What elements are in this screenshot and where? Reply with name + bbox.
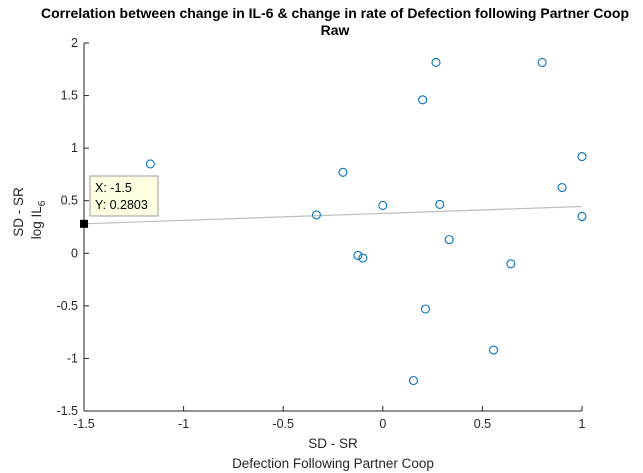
x-tick-label: -0.5 xyxy=(272,417,294,431)
y-tick-label: 0 xyxy=(71,246,78,260)
datatip-x-text: X: -1.5 xyxy=(95,181,132,195)
y-ticks: -1.5 -1 -0.5 0 0.5 1 1.5 2 xyxy=(56,36,89,418)
data-point xyxy=(489,345,499,355)
x-tick-label: 0.5 xyxy=(474,417,491,431)
x-tick-label: -1.5 xyxy=(73,417,95,431)
data-point xyxy=(358,253,368,263)
y-tick-label: 2 xyxy=(71,36,78,50)
data-point xyxy=(311,210,322,220)
datatip-marker[interactable] xyxy=(80,219,88,228)
data-point xyxy=(145,159,155,169)
y-tick-label: 1 xyxy=(71,141,78,155)
x-tick-label: -1 xyxy=(178,417,189,431)
datatip[interactable]: X: -1.5 Y: 0.2803 xyxy=(80,175,159,228)
data-point xyxy=(506,259,516,269)
y-axis-label: SD - SR xyxy=(11,187,26,237)
fit-line xyxy=(83,205,583,225)
y-axis-label-prefix: log IL xyxy=(29,206,44,240)
datatip-y-text: Y: 0.2803 xyxy=(95,198,148,212)
chart-title: Correlation between change in IL-6 & cha… xyxy=(41,5,629,21)
data-point xyxy=(577,211,587,222)
y-tick-label: -1.5 xyxy=(56,404,78,418)
y-tick-label: -0.5 xyxy=(56,299,78,313)
x-tick-label: 1 xyxy=(579,417,586,431)
chart-subtitle: Raw xyxy=(321,22,350,38)
data-point xyxy=(444,235,454,245)
data-point xyxy=(537,57,547,68)
y-axis-label-subscript: 6 xyxy=(37,200,48,206)
data-point xyxy=(431,57,441,68)
data-point xyxy=(338,167,348,177)
data-point xyxy=(418,95,428,105)
x-ticks: -1.5 -1 -0.5 0 0.5 1 xyxy=(73,406,586,431)
data-point xyxy=(353,250,363,260)
data-points xyxy=(145,57,587,386)
x-axis-label: SD - SR xyxy=(308,436,358,451)
data-point xyxy=(420,304,430,314)
y-tick-label: 0.5 xyxy=(61,194,78,208)
datatip-box xyxy=(89,175,159,217)
data-point xyxy=(557,183,567,193)
y-axis-label-secondary: log IL6 xyxy=(29,200,48,239)
x-tick-label: 0 xyxy=(379,417,386,431)
y-tick-label: -1 xyxy=(67,351,78,365)
plot-area xyxy=(84,43,582,411)
fit-line-group xyxy=(83,205,583,225)
y-tick-label: 1.5 xyxy=(61,89,78,103)
data-point xyxy=(408,375,419,386)
data-point xyxy=(435,199,445,209)
x-axis-label-secondary: Defection Following Partner Coop xyxy=(232,456,434,471)
data-point xyxy=(378,200,388,210)
data-point xyxy=(577,152,587,162)
